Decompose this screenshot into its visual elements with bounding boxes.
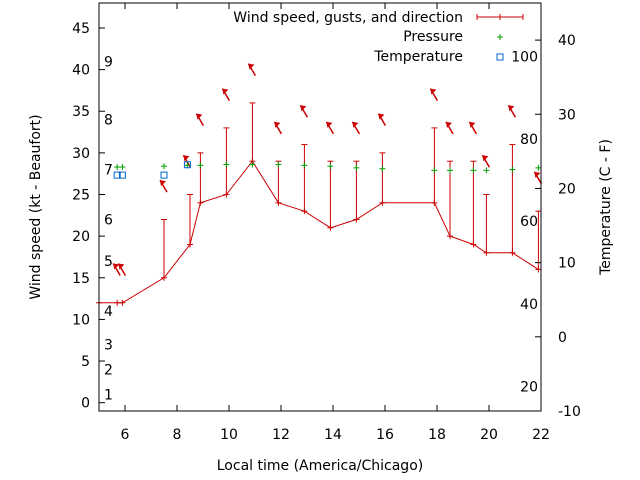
y2-tick-label: -10 (558, 404, 581, 420)
y2-tick-label: 20 (558, 181, 576, 197)
y-tick-label: 30 (72, 146, 90, 162)
wind-speed-line (99, 160, 539, 304)
wind-direction-arrowhead (378, 113, 385, 120)
wind-direction-arrowhead (482, 155, 489, 162)
beaufort-label: 5 (104, 254, 113, 270)
beaufort-label: 4 (104, 304, 113, 320)
y-tick-label: 20 (72, 229, 90, 245)
y-tick-label: 15 (72, 271, 90, 287)
wind-direction-arrowhead (352, 121, 359, 128)
wind-direction-arrowhead (274, 121, 281, 128)
plot-frame (98, 2, 542, 412)
x-tick-label: 8 (173, 427, 182, 443)
fahrenheit-label: 40 (520, 297, 538, 313)
y-tick-label: 25 (72, 188, 90, 204)
fahrenheit-label: 80 (520, 132, 538, 148)
x-tick-label: 6 (121, 427, 130, 443)
temperature-point (183, 161, 191, 169)
y-tick-label: 10 (72, 312, 90, 328)
x-tick-label: 16 (376, 427, 394, 443)
y2-tick-label: 10 (558, 256, 576, 272)
y2-axis-label: Temperature (C - F) (598, 139, 614, 276)
y-tick-label: 35 (72, 104, 90, 120)
y-tick-label: 5 (81, 354, 90, 370)
beaufort-label: 3 (104, 337, 113, 353)
temperature-point (160, 171, 168, 179)
wind-direction-arrowhead (196, 113, 203, 120)
x-tick-label: 10 (220, 427, 238, 443)
x-axis-label: Local time (America/Chicago) (217, 458, 423, 474)
x-tick-label: 14 (324, 427, 342, 443)
wind-direction-arrowhead (160, 180, 166, 187)
y2-tick-label: 0 (558, 330, 567, 346)
wind-direction-arrowhead (469, 121, 476, 128)
y-tick-label: 0 (81, 396, 90, 412)
legend-pressure-label: Pressure (403, 29, 463, 45)
wind-direction-arrowhead (248, 63, 255, 70)
wind-direction-arrowhead (118, 263, 125, 270)
x-tick-label: 22 (532, 427, 550, 443)
wind-direction-arrowhead (222, 88, 229, 95)
temperature-point (113, 171, 121, 179)
wind-direction-arrowhead (508, 105, 515, 112)
x-tick-label: 20 (480, 427, 498, 443)
wind-direction-arrowhead (326, 121, 333, 128)
x-tick-label: 18 (428, 427, 446, 443)
beaufort-label: 9 (104, 54, 113, 70)
legend-temperature-label: Temperature (373, 49, 463, 65)
beaufort-label: 8 (104, 113, 113, 129)
wind-direction-arrowhead (430, 88, 437, 95)
fahrenheit-label: 20 (520, 380, 538, 396)
x-tick-label: 12 (272, 427, 290, 443)
beaufort-label: 2 (104, 362, 113, 378)
y-tick-label: 40 (72, 63, 90, 79)
temperature-point (118, 171, 126, 179)
wind-direction-arrowhead (113, 263, 120, 270)
beaufort-label: 1 (104, 387, 113, 403)
wind-direction-arrowhead (534, 171, 541, 178)
fahrenheit-label: 60 (520, 214, 538, 230)
wind-direction-arrowhead (300, 105, 307, 112)
legend-wind-label: Wind speed, gusts, and direction (233, 10, 463, 26)
y2-tick-label: 40 (558, 33, 576, 49)
y-axis-label: Wind speed (kt - Beaufort) (28, 114, 44, 299)
y-tick-label: 45 (72, 21, 90, 37)
wind-direction-arrowhead (183, 155, 190, 162)
beaufort-label: 6 (104, 212, 113, 228)
y2-tick-label: 30 (558, 107, 576, 123)
beaufort-label: 7 (104, 163, 113, 179)
fahrenheit-label: 100 (511, 49, 538, 65)
wind-direction-arrowhead (446, 121, 452, 128)
legend-temperature-swatch (496, 53, 504, 61)
